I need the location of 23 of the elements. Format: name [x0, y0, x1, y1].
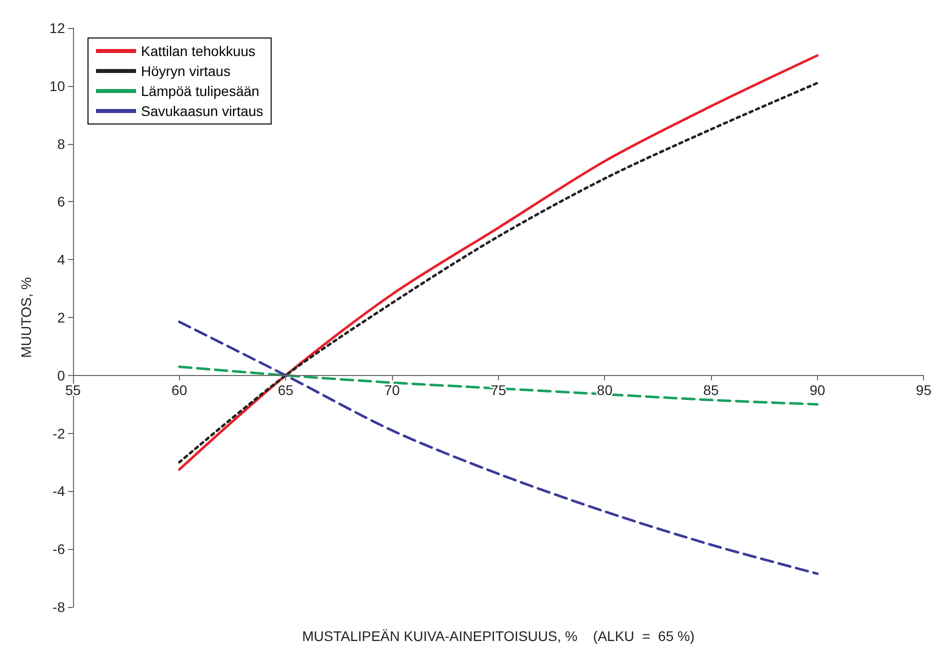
y-tick-label: 10	[49, 78, 66, 94]
x-tick-label: 95	[916, 382, 932, 398]
y-tick-label: -4	[52, 483, 66, 500]
legend-label: Savukaasun virtaus	[141, 103, 264, 119]
y-axis-title: MUUTOS, %	[18, 277, 34, 358]
y-tick-label: -8	[52, 599, 66, 615]
y-tick-label: 6	[57, 194, 66, 210]
y-tick-label: 8	[57, 136, 66, 152]
y-tick-label: -2	[52, 425, 66, 442]
y-tick-label: 0	[57, 367, 66, 384]
x-tick-label: 60	[172, 382, 188, 398]
x-tick-label: 65	[278, 382, 294, 398]
y-tick-label: 12	[49, 20, 66, 36]
legend-label: Kattilan tehokkuus	[141, 43, 256, 59]
legend-label: Höyryn virtaus	[141, 63, 230, 79]
y-tick-label: 4	[57, 252, 66, 268]
legend-label: Lämpöä tulipesään	[141, 83, 260, 99]
x-tick-label: 85	[703, 382, 720, 398]
x-tick-label: 70	[384, 382, 400, 398]
y-tick-label: -6	[52, 541, 66, 558]
y-tick-label: 2	[57, 310, 66, 326]
x-axis-title: MUSTALIPEÄN KUIVA-AINEPITOISUUS, % (ALKU = 65 %)	[302, 628, 695, 644]
x-tick-label: 90	[810, 382, 826, 398]
